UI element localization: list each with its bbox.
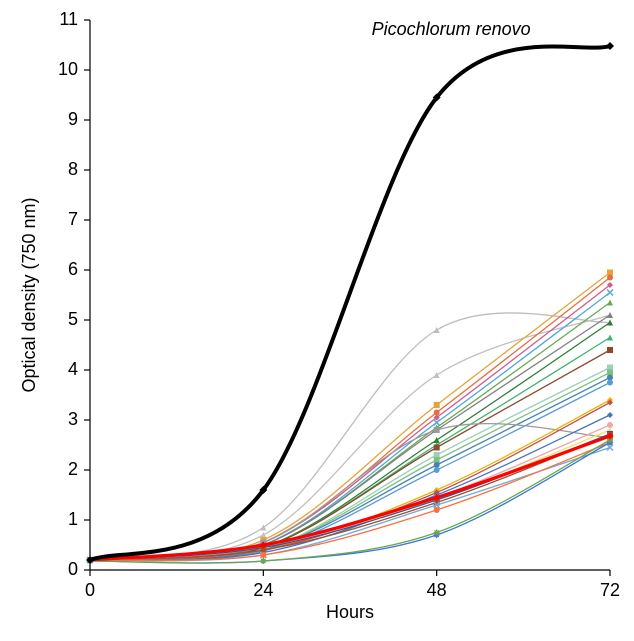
y-tick-label: 9 <box>68 109 78 129</box>
highlight-series-group <box>87 433 614 564</box>
chart-svg: Picochlorum renovo 0 1 2 3 4 5 6 7 8 9 10 11 0 24 48 72 H… <box>0 0 634 641</box>
y-tick-label: 4 <box>68 359 78 379</box>
x-tick-label: 0 <box>85 580 95 600</box>
y-tick-label: 11 <box>59 9 78 29</box>
y-tick-label: 10 <box>58 59 78 79</box>
y-tick-label: 5 <box>68 309 78 329</box>
x-axis-label: Hours <box>326 602 374 622</box>
y-tick-label: 6 <box>68 259 78 279</box>
y-tick-label: 7 <box>68 209 78 229</box>
background-series-group <box>87 270 613 565</box>
y-tick-label: 1 <box>68 509 78 529</box>
x-tick-label: 72 <box>600 580 620 600</box>
x-tick-label: 48 <box>427 580 447 600</box>
growth-curve-chart: Picochlorum renovo 0 1 2 3 4 5 6 7 8 9 10 11 0 24 48 72 H… <box>0 0 634 641</box>
y-tick-label: 3 <box>68 409 78 429</box>
y-axis-label: Optical density (750 nm) <box>19 197 39 392</box>
y-tick-label: 0 <box>68 559 78 579</box>
main-series-label: Picochlorum renovo <box>372 19 531 39</box>
y-tick-label: 2 <box>68 459 78 479</box>
main-series-group: Picochlorum renovo <box>86 19 614 564</box>
x-tick-label: 24 <box>253 580 273 600</box>
y-tick-label: 8 <box>68 159 78 179</box>
